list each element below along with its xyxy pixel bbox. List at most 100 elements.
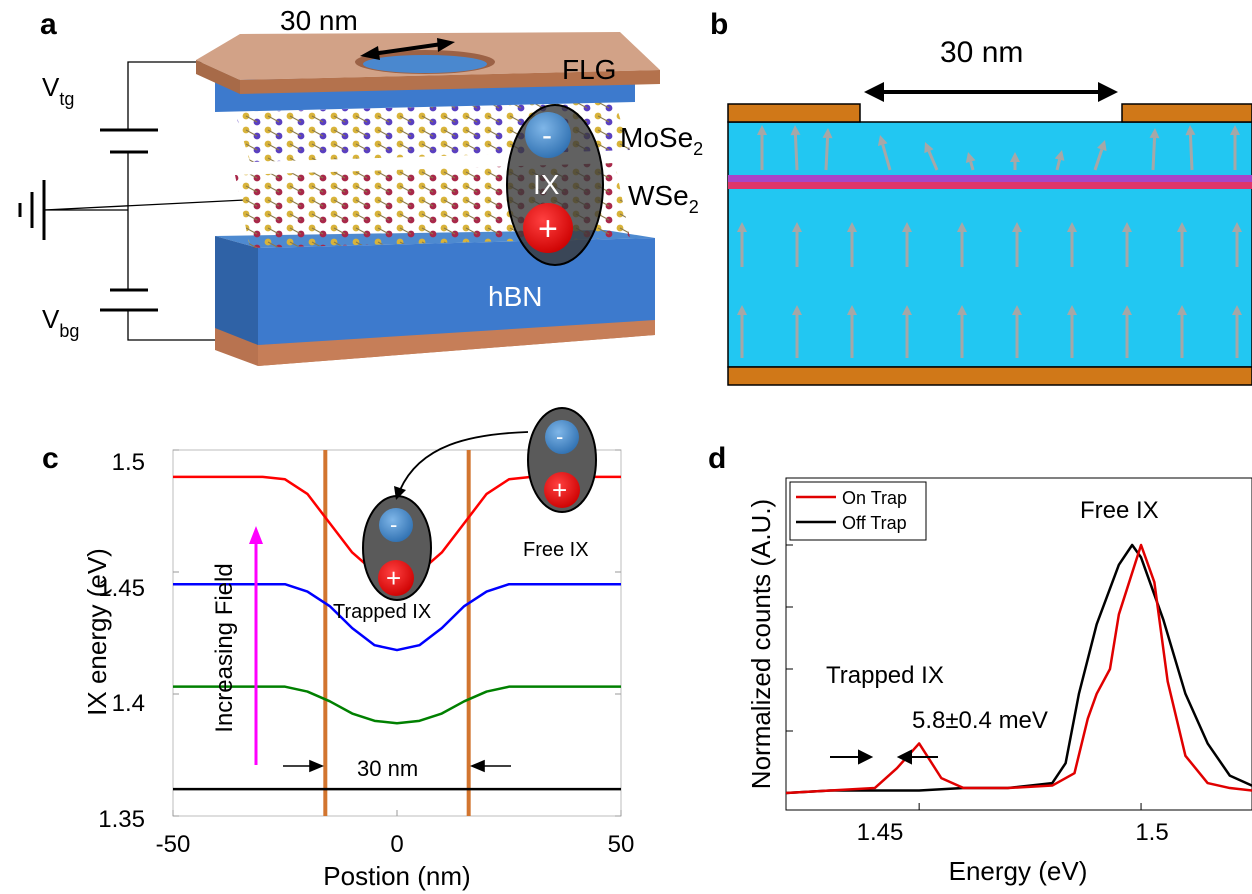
field-arrow-top-10-shaft — [1188, 134, 1194, 171]
c-xtick-0: 0 — [390, 831, 403, 858]
bottom-gate-battery — [100, 288, 158, 312]
trapped-minus-sign: - — [390, 512, 397, 537]
panel-a: a Vtg Vbg — [18, 5, 703, 366]
panel-a-letter: a — [40, 8, 57, 41]
top-gate-battery — [100, 128, 158, 154]
field-arrow-mid-6-head — [1067, 222, 1077, 232]
flg-label: FLG — [562, 54, 616, 85]
field-arrow-low-3-head — [902, 305, 912, 315]
c-series-line-2 — [173, 685, 621, 725]
panel-d: d 1.45 1.5 Energy (eV) Normalized counts… — [708, 442, 1252, 886]
mose2-subscript: 2 — [693, 139, 703, 159]
linewidth-arrows — [830, 749, 938, 765]
trapped-ix-label: Trapped IX — [333, 601, 431, 623]
top-gate-right — [1121, 103, 1252, 123]
trapped-electron-icon — [379, 508, 413, 542]
flg-gate — [196, 32, 660, 94]
field-arrows — [737, 125, 1242, 358]
d-ylabel: Normalized counts (A.U.) — [746, 499, 776, 789]
trapped-plus-sign: + — [386, 563, 401, 593]
c-xtick-neg50: -50 — [156, 831, 191, 858]
c-ytick-1.4: 1.4 — [112, 690, 145, 717]
field-arrow-low-7-head — [1122, 305, 1132, 315]
svg-text:WSe2: WSe2 — [628, 180, 699, 217]
c-ylabel: IX energy (eV) — [82, 548, 112, 716]
ground-icon — [18, 180, 46, 240]
plot-d-frame — [785, 477, 1252, 811]
c-series-line-1 — [173, 582, 621, 652]
free-plus-sign: + — [552, 475, 567, 505]
d-xtick-1.45: 1.45 — [857, 819, 904, 846]
field-arrow-top-6-head — [1010, 152, 1020, 162]
legend — [789, 481, 927, 541]
free-ix-peak-label: Free IX — [1080, 497, 1159, 524]
svg-text:MoSe2: MoSe2 — [620, 122, 703, 159]
hole-icon — [523, 203, 573, 253]
field-arrow-top-9-head — [1149, 128, 1160, 139]
plot-c-axes — [172, 449, 622, 817]
increasing-field-arrow — [249, 526, 263, 765]
field-arrow-mid-8-head — [1177, 222, 1187, 232]
field-arrow-top-10-head — [1185, 125, 1196, 136]
ix-label: IX — [533, 169, 560, 200]
panel-a-scale-label: 30 nm — [280, 5, 358, 36]
increasing-field-label: Increasing Field — [211, 563, 238, 732]
bottom-gate — [727, 366, 1252, 386]
svg-text:Vbg: Vbg — [42, 304, 79, 341]
panel-b-scale-label: 30 nm — [940, 36, 1023, 69]
panel-c-letter: c — [42, 442, 59, 475]
field-arrow-top-5-head — [965, 152, 976, 163]
capture-arrow — [394, 431, 529, 500]
field-arrow-mid-7-head — [1122, 222, 1132, 232]
field-arrow-top-4-head — [924, 142, 934, 154]
field-arrow-top-3-head — [877, 135, 888, 146]
trap-width-label: 30 nm — [357, 756, 418, 781]
c-xlabel: Postion (nm) — [323, 861, 470, 891]
legend-off-trap: Off Trap — [842, 513, 907, 533]
free-electron-icon — [545, 420, 579, 454]
field-arrow-top-2-shaft — [824, 137, 830, 171]
field-arrow-top-8-head — [1097, 140, 1107, 152]
trapped-hole-icon — [378, 560, 414, 596]
vtg-label: V — [42, 72, 60, 102]
panel-b: b 30 nm — [710, 8, 1252, 386]
field-arrow-low-0-head — [737, 305, 747, 315]
c-ytick-1.45: 1.45 — [98, 575, 145, 602]
field-arrow-low-2-head — [847, 305, 857, 315]
vbg-label: V — [42, 304, 60, 334]
ix-exciton — [506, 104, 604, 266]
c-ytick-1.35: 1.35 — [98, 806, 145, 833]
vtg-subscript: tg — [59, 89, 74, 109]
free-exciton — [527, 407, 597, 513]
field-arrow-top-9-shaft — [1151, 137, 1157, 171]
mose2-label: MoSe — [620, 122, 693, 153]
field-arrow-top-7-shaft — [1055, 159, 1062, 171]
mose2-stripe — [728, 175, 1252, 182]
field-arrow-low-1-head — [792, 305, 802, 315]
field-arrow-low-5-head — [1012, 305, 1022, 315]
field-arrow-mid-9-head — [1232, 222, 1242, 232]
field-arrow-mid-0-head — [737, 222, 747, 232]
field-arrow-top-4-shaft — [927, 150, 939, 171]
plot-c-lines — [173, 450, 621, 816]
circuit-wires — [43, 61, 255, 341]
wse2-label: WSe — [628, 180, 689, 211]
c-xtick-50: 50 — [608, 831, 635, 858]
d-xlabel: Energy (eV) — [949, 856, 1088, 886]
electron-icon — [525, 112, 571, 158]
field-arrow-top-11-head — [1230, 125, 1240, 135]
minus-sign: - — [542, 119, 552, 152]
free-hole-icon — [544, 472, 580, 508]
panel-b-scale-arrow — [864, 82, 1118, 102]
trapped-exciton — [362, 495, 432, 601]
top-gate-left — [727, 103, 861, 123]
field-arrow-low-6-head — [1067, 305, 1077, 315]
c-ytick-1.5: 1.5 — [112, 449, 145, 476]
d-xtick-1.5: 1.5 — [1135, 819, 1168, 846]
d-series-off-trap — [785, 543, 1252, 795]
trap-width-arrows — [283, 759, 511, 773]
field-arrow-top-1-head — [790, 125, 801, 136]
field-arrow-top-3-shaft — [881, 144, 892, 171]
field-arrow-mid-4-head — [957, 222, 967, 232]
